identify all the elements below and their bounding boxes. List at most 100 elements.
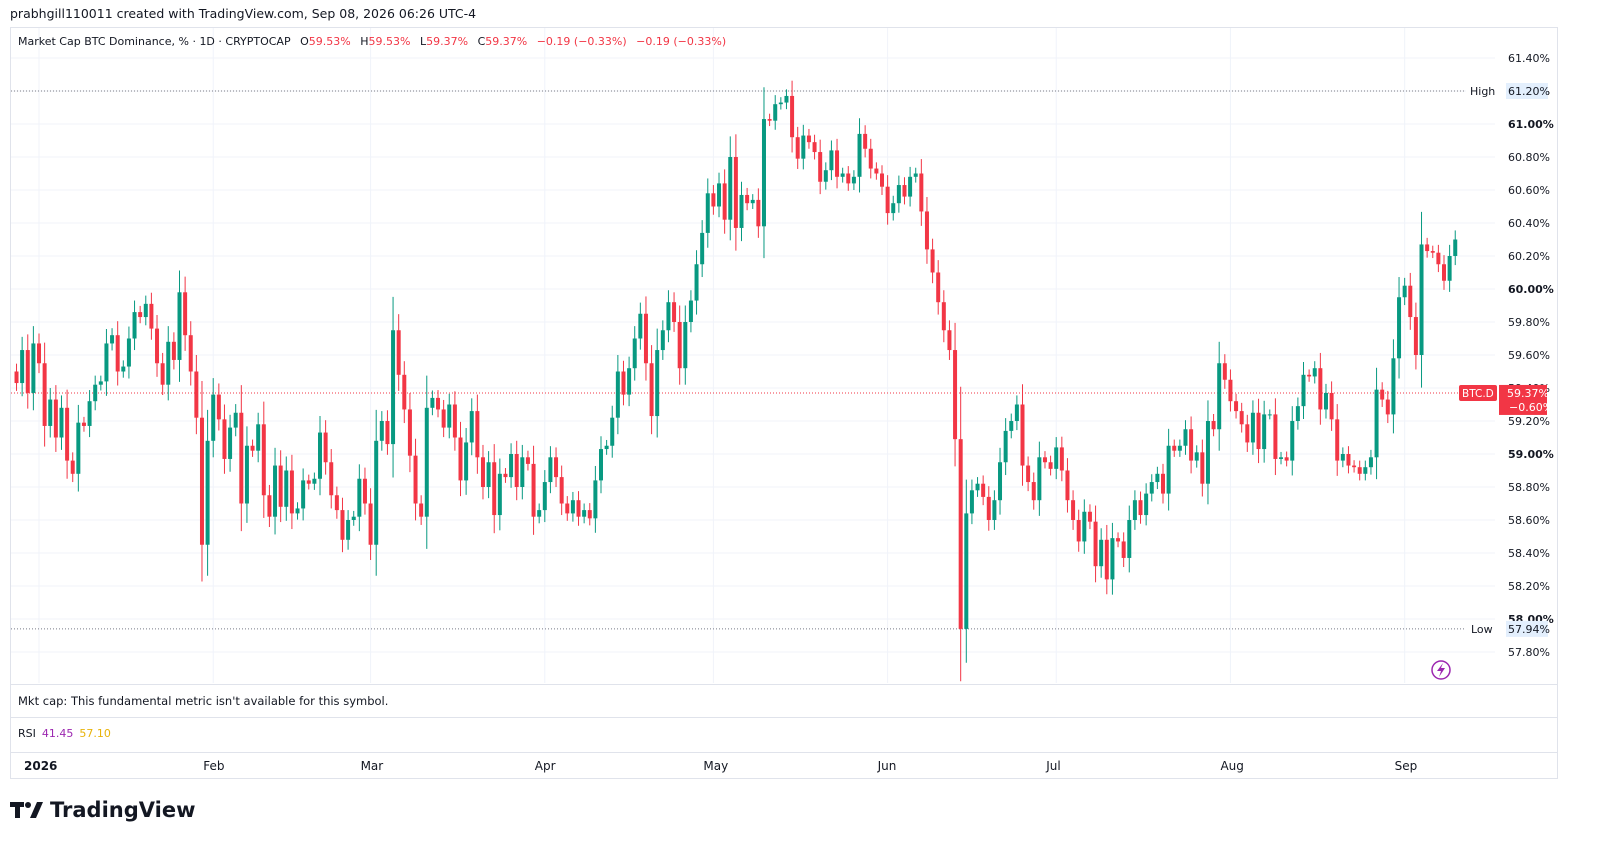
candle-up[interactable] bbox=[1447, 256, 1452, 281]
candle-down[interactable] bbox=[559, 477, 564, 504]
candle-down[interactable] bbox=[188, 335, 193, 372]
candle-up[interactable] bbox=[638, 313, 643, 339]
candle-up[interactable] bbox=[301, 480, 306, 509]
candle-down[interactable] bbox=[1042, 457, 1047, 463]
candle-up[interactable] bbox=[205, 440, 210, 545]
candle-up[interactable] bbox=[908, 176, 913, 197]
candle-down[interactable] bbox=[818, 152, 823, 182]
candle-down[interactable] bbox=[362, 478, 367, 504]
candle-up[interactable] bbox=[964, 513, 969, 629]
candle-down[interactable] bbox=[1161, 473, 1165, 494]
candle-down[interactable] bbox=[1059, 447, 1064, 471]
candle-down[interactable] bbox=[733, 157, 738, 228]
candle-up[interactable] bbox=[379, 421, 384, 441]
candle-down[interactable] bbox=[621, 371, 626, 395]
candle-down[interactable] bbox=[812, 142, 817, 153]
candle-down[interactable] bbox=[407, 409, 412, 456]
candle-up[interactable] bbox=[374, 440, 379, 545]
candle-up[interactable] bbox=[593, 480, 598, 519]
candle-down[interactable] bbox=[576, 500, 581, 517]
candle-down[interactable] bbox=[1172, 445, 1177, 451]
candle-up[interactable] bbox=[284, 470, 289, 507]
candle-up[interactable] bbox=[1014, 404, 1019, 422]
symbol-tag[interactable] bbox=[1459, 384, 1497, 401]
candle-up[interactable] bbox=[256, 424, 261, 451]
candle-down[interactable] bbox=[1121, 541, 1126, 558]
candle-up[interactable] bbox=[1127, 520, 1132, 558]
candle-up[interactable] bbox=[1391, 358, 1396, 415]
candle-down[interactable] bbox=[149, 303, 154, 329]
candle-up[interactable] bbox=[1054, 447, 1059, 469]
candle-down[interactable] bbox=[1408, 285, 1413, 318]
candle-down[interactable] bbox=[419, 503, 424, 517]
pane-separator-mktcap[interactable] bbox=[10, 684, 1558, 685]
candle-down[interactable] bbox=[171, 341, 176, 360]
candle-down[interactable] bbox=[1425, 244, 1430, 252]
candle-down[interactable] bbox=[475, 411, 480, 458]
candle-up[interactable] bbox=[1217, 363, 1222, 430]
candle-down[interactable] bbox=[514, 454, 519, 487]
candle-up[interactable] bbox=[233, 412, 238, 428]
candle-down[interactable] bbox=[806, 135, 811, 143]
candle-up[interactable] bbox=[761, 119, 766, 227]
candle-up[interactable] bbox=[823, 170, 828, 182]
candle-up[interactable] bbox=[1082, 511, 1087, 542]
candle-down[interactable] bbox=[1307, 374, 1312, 377]
candle-up[interactable] bbox=[318, 432, 322, 479]
candle-down[interactable] bbox=[1239, 411, 1244, 425]
candle-up[interactable] bbox=[1279, 457, 1284, 459]
candle-up[interactable] bbox=[840, 173, 845, 177]
candle-up[interactable] bbox=[177, 292, 182, 360]
candle-down[interactable] bbox=[1413, 317, 1418, 355]
candle-down[interactable] bbox=[413, 455, 418, 504]
candle-up[interactable] bbox=[1301, 374, 1306, 407]
candle-down[interactable] bbox=[790, 95, 795, 138]
candle-down[interactable] bbox=[1256, 412, 1261, 450]
candle-down[interactable] bbox=[936, 272, 941, 303]
candle-down[interactable] bbox=[711, 193, 716, 207]
candle-down[interactable] bbox=[885, 186, 890, 214]
candle-down[interactable] bbox=[1065, 470, 1070, 501]
candle-down[interactable] bbox=[924, 211, 929, 250]
candle-down[interactable] bbox=[1200, 452, 1205, 484]
candle-up[interactable] bbox=[1166, 445, 1171, 494]
candle-up[interactable] bbox=[992, 500, 997, 520]
candle-up[interactable] bbox=[1183, 429, 1188, 446]
candle-down[interactable] bbox=[565, 503, 570, 514]
candle-down[interactable] bbox=[1335, 419, 1340, 461]
candle-up[interactable] bbox=[244, 445, 249, 504]
candle-down[interactable] bbox=[947, 330, 952, 351]
candle-up[interactable] bbox=[829, 150, 834, 171]
candle-down[interactable] bbox=[441, 409, 446, 428]
candle-down[interactable] bbox=[953, 350, 958, 440]
candle-up[interactable] bbox=[773, 104, 778, 121]
candle-up[interactable] bbox=[705, 193, 710, 233]
candle-up[interactable] bbox=[694, 264, 699, 301]
candle-up[interactable] bbox=[110, 335, 115, 344]
candle-up[interactable] bbox=[1149, 482, 1154, 494]
candle-down[interactable] bbox=[1284, 457, 1289, 461]
candle-down[interactable] bbox=[160, 363, 165, 385]
candle-down[interactable] bbox=[25, 350, 30, 393]
tradingview-brand[interactable]: TradingView bbox=[10, 798, 195, 822]
candle-down[interactable] bbox=[1138, 500, 1143, 516]
candle-down[interactable] bbox=[480, 457, 485, 487]
candle-down[interactable] bbox=[1026, 465, 1031, 483]
candle-down[interactable] bbox=[306, 480, 311, 484]
candle-down[interactable] bbox=[677, 322, 682, 369]
candle-up[interactable] bbox=[1110, 538, 1115, 580]
candle-down[interactable] bbox=[1228, 379, 1233, 402]
candle-up[interactable] bbox=[1250, 412, 1255, 443]
candle-up[interactable] bbox=[582, 510, 587, 517]
candle-up[interactable] bbox=[20, 350, 25, 384]
candle-down[interactable] bbox=[334, 495, 339, 511]
candle-up[interactable] bbox=[1144, 493, 1149, 516]
candle-down[interactable] bbox=[385, 421, 390, 445]
candle-down[interactable] bbox=[503, 473, 508, 478]
candle-up[interactable] bbox=[717, 183, 722, 207]
candle-down[interactable] bbox=[199, 417, 204, 545]
candle-up[interactable] bbox=[469, 411, 474, 443]
candle-up[interactable] bbox=[121, 366, 126, 372]
candle-down[interactable] bbox=[722, 183, 727, 220]
candle-up[interactable] bbox=[424, 407, 429, 517]
